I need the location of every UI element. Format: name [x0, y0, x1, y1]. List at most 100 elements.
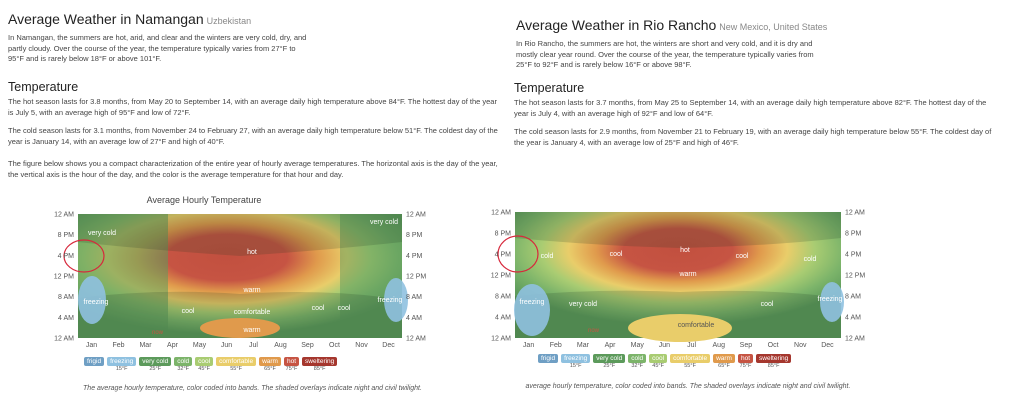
y-tick-label: 4 AM: [495, 315, 511, 322]
legend-temp: 55°F: [230, 366, 242, 372]
x-tick-label: Jan: [523, 342, 534, 349]
legend-item: very cold 25°F: [593, 354, 626, 369]
legend-item: comfortable 55°F: [216, 357, 257, 372]
y-tick-label: 12 PM: [491, 273, 511, 280]
cold-season-paragraph-2: The cold season lasts for 2.9 months, fr…: [514, 127, 992, 147]
band-label: freezing: [378, 297, 403, 304]
band-labels: very cold very cold hot warm freezing freezin…: [84, 219, 403, 334]
night-overlay-top: [78, 214, 402, 256]
legend-item: sweltering 85°F: [302, 357, 338, 372]
x-tick-label: Nov: [355, 342, 368, 349]
legend-swatch: comfortable: [216, 357, 257, 366]
y-tick-label: 8 AM: [495, 294, 511, 301]
today-marker-label: now: [152, 330, 164, 336]
hot-season-paragraph-2: The hot season lasts for 3.7 months, fro…: [514, 98, 987, 118]
band-label: cool: [338, 305, 351, 312]
legend-swatch: warm: [259, 357, 281, 366]
x-axis: Jan Feb Mar Apr May Jun Jul Aug Sep Oct Nov Dec: [86, 342, 395, 349]
heatmap-chart-namangan: Average Hourly Temperature 12 AM 8 PM 4 PM…: [54, 195, 427, 349]
y-tick-label: 12 AM: [845, 210, 865, 217]
legend-item: frigid: [84, 357, 105, 372]
title-text-2: Average Weather in Rio Rancho: [516, 17, 717, 33]
x-tick-label: Mar: [577, 342, 590, 349]
y-tick-label: 12 AM: [491, 210, 511, 217]
y-axis-left-2: 12 AM 8 PM 4 PM 12 PM 8 AM 4 AM 12 AM: [491, 210, 511, 343]
band-label: warm: [678, 271, 696, 278]
highlight-circle-2: [497, 235, 539, 273]
legend-temp: 15°F: [569, 363, 582, 369]
y-tick-label: 12 PM: [406, 274, 426, 281]
y-tick-label: 12 PM: [845, 273, 865, 280]
section-title: Temperature: [8, 80, 79, 94]
legend-item: freezing 15°F: [107, 357, 137, 372]
temperature-legend: frigid freezing 15°F very cold 25°F cold 32°F c…: [84, 357, 338, 372]
y-tick-label: 8 AM: [845, 294, 861, 301]
legend-item: cool 45°F: [195, 357, 214, 372]
today-marker-label-2: now: [588, 328, 600, 334]
legend-swatch: sweltering: [756, 354, 792, 363]
band-label: warm: [242, 287, 260, 294]
legend-temp: 85°F: [767, 363, 780, 369]
band-label: cool: [610, 251, 623, 258]
x-axis-2: Jan Feb Mar Apr May Jun Jul Aug Sep Oct Nov Dec: [523, 342, 834, 349]
legend-item: cold 32°F: [628, 354, 647, 369]
intro-paragraph: In Namangan, the summers are hot, arid, …: [8, 33, 307, 63]
x-tick-label: May: [631, 342, 645, 349]
y-tick-label: 12 AM: [845, 336, 865, 343]
legend-swatch: frigid: [538, 354, 559, 363]
y-tick-label: 12 AM: [491, 336, 511, 343]
legend-item: hot 75°F: [737, 354, 754, 369]
y-tick-label: 4 AM: [406, 315, 422, 322]
night-overlay-bottom: [78, 291, 402, 338]
band-label: cold: [541, 253, 554, 260]
y-tick-label: 8 PM: [406, 232, 423, 239]
highlight-circle: [63, 239, 105, 273]
y-tick-label: 4 PM: [495, 252, 512, 259]
legend-item: frigid: [538, 354, 559, 369]
legend-item: hot 75°F: [283, 357, 300, 372]
band-label: freezing: [520, 299, 545, 306]
y-tick-label: 4 AM: [845, 315, 861, 322]
band-label: freezing: [84, 299, 109, 306]
warm-region-bottom: [200, 318, 280, 338]
x-tick-label: Aug: [274, 342, 287, 349]
legend-item: very cold 25°F: [139, 357, 172, 372]
x-tick-label: Dec: [821, 342, 834, 349]
band-label: cool: [312, 305, 325, 312]
x-tick-label: Nov: [794, 342, 807, 349]
section-title-2: Temperature: [514, 81, 585, 95]
band-label: freezing: [818, 296, 843, 303]
legend-swatch: very cold: [139, 357, 172, 366]
band-label: cool: [761, 301, 774, 308]
legend-swatch: freezing: [561, 354, 591, 363]
x-tick-label: Jun: [659, 342, 670, 349]
legend-swatch: cool: [649, 354, 668, 363]
band-label: cold: [804, 256, 817, 263]
y-tick-label: 8 PM: [495, 231, 512, 238]
band-label: comfortable: [234, 309, 271, 316]
x-tick-label: Sep: [740, 342, 753, 349]
temperature-legend-2: frigid freezing 15°F very cold 25°F cold 32°F c…: [538, 354, 792, 369]
legend-temp: 45°F: [198, 366, 210, 372]
y-tick-label: 12 AM: [54, 336, 74, 343]
x-tick-label: Sep: [301, 342, 314, 349]
legend-item: comfortable 55°F: [670, 354, 711, 369]
figure-caption: The average hourly temperature, color co…: [83, 385, 422, 392]
legend-temp: 25°F: [603, 363, 616, 369]
x-tick-label: Oct: [768, 342, 779, 349]
y-tick-label: 8 AM: [58, 294, 74, 301]
y-tick-label: 8 PM: [845, 231, 862, 238]
x-tick-label: Jan: [86, 342, 97, 349]
page-title-2: Average Weather in Rio Rancho New Mexico,…: [516, 17, 827, 33]
legend-temp: 55°F: [684, 363, 696, 369]
x-tick-label: Feb: [550, 342, 562, 349]
legend-swatch: very cold: [593, 354, 626, 363]
legend-swatch: hot: [737, 354, 754, 363]
legend-swatch: warm: [713, 354, 735, 363]
band-label: comfortable: [678, 322, 715, 329]
figure-description: The figure below shows you a compact cha…: [8, 159, 498, 179]
y-tick-label: 4 PM: [58, 253, 75, 260]
legend-temp: 85°F: [313, 366, 326, 372]
legend-swatch: cold: [174, 357, 193, 366]
x-tick-label: Mar: [139, 342, 152, 349]
